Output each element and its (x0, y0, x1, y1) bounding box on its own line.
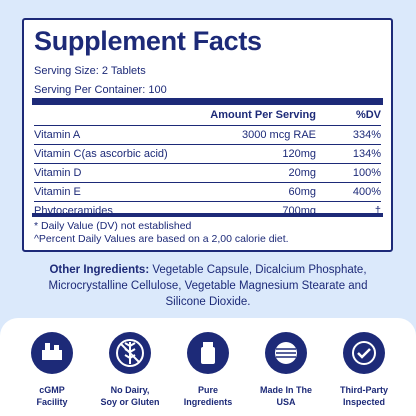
badge-strip: cGMP Facility No Dairy, Soy or Gluten Pure In… (0, 318, 416, 416)
other-ingredients-label: Other Ingredients: (49, 264, 150, 276)
cell: 3000 mcg RAE (242, 129, 316, 141)
badge-label: Inspected (342, 397, 385, 407)
cell: 120mg (282, 148, 316, 160)
badge-label: Pure (197, 385, 218, 395)
badge: Made In The USA (246, 328, 326, 408)
thick-rule (32, 98, 383, 105)
badge-icon (343, 332, 385, 374)
badge: Pure Ingredients (168, 328, 248, 408)
facts-card: Supplement Facts Serving Size: 2 Tablets… (22, 18, 393, 252)
footnote: * Daily Value (DV) not established (34, 220, 192, 232)
column-header: Amount Per Serving (210, 109, 316, 121)
badge: cGMP Facility (12, 328, 92, 408)
title: Supplement Facts (34, 26, 262, 56)
badge-label: Soy or Gluten (100, 397, 160, 407)
badge-icon (109, 332, 151, 374)
badge-label: USA (276, 397, 296, 407)
badge-label: Third-Party (339, 385, 388, 395)
table-row: Vitamin D 20mg 100% (34, 164, 381, 183)
cell: 60mg (288, 186, 316, 198)
cell: 334% (352, 129, 381, 141)
other-ingredients: Other Ingredients: Vegetable Capsule, Di… (30, 262, 386, 310)
badge-label: cGMP (39, 385, 65, 395)
cell: Vitamin E (34, 186, 81, 198)
badge-label: No Dairy, (110, 385, 150, 395)
table-row: Vitamin C(as ascorbic acid) 120mg 134% (34, 145, 381, 164)
table-header: Amount Per Serving %DV (34, 105, 381, 126)
badge-label: Facility (36, 397, 68, 407)
footnote: ^Percent Daily Values are based on a 2,0… (34, 233, 289, 245)
thick-rule (32, 213, 383, 217)
badge: Third-Party Inspected (324, 328, 404, 408)
badge-icon (31, 332, 73, 374)
column-header: %DV (355, 109, 381, 121)
badge-icon (265, 332, 307, 374)
cell: 134% (352, 148, 381, 160)
cell: 20mg (288, 167, 316, 179)
badge-label: Made In The (259, 385, 312, 395)
cell: Vitamin C(as ascorbic acid) (34, 148, 168, 160)
badge-icon (187, 332, 229, 374)
cell: 100% (352, 167, 381, 179)
table-row: Phytoceramides 700mg † (34, 202, 381, 220)
table-row: Vitamin E 60mg 400% (34, 183, 381, 202)
servings-per-container: Serving Per Container: 100 (34, 84, 167, 96)
footnotes: * Daily Value (DV) not established ^Perce… (34, 220, 289, 246)
table-row: Vitamin A 3000 mcg RAE 334% (34, 126, 381, 145)
cell: Vitamin A (34, 129, 81, 141)
other-ingredients-text: Vegetable Capsule, Dicalcium Phosphate, … (48, 264, 368, 308)
badge-label: Ingredients (183, 397, 233, 407)
badge: No Dairy, Soy or Gluten (90, 328, 170, 408)
cell: Vitamin D (34, 167, 82, 179)
cell: 400% (352, 186, 381, 198)
cell: † (374, 205, 381, 217)
serving-size: Serving Size: 2 Tablets (34, 65, 146, 77)
